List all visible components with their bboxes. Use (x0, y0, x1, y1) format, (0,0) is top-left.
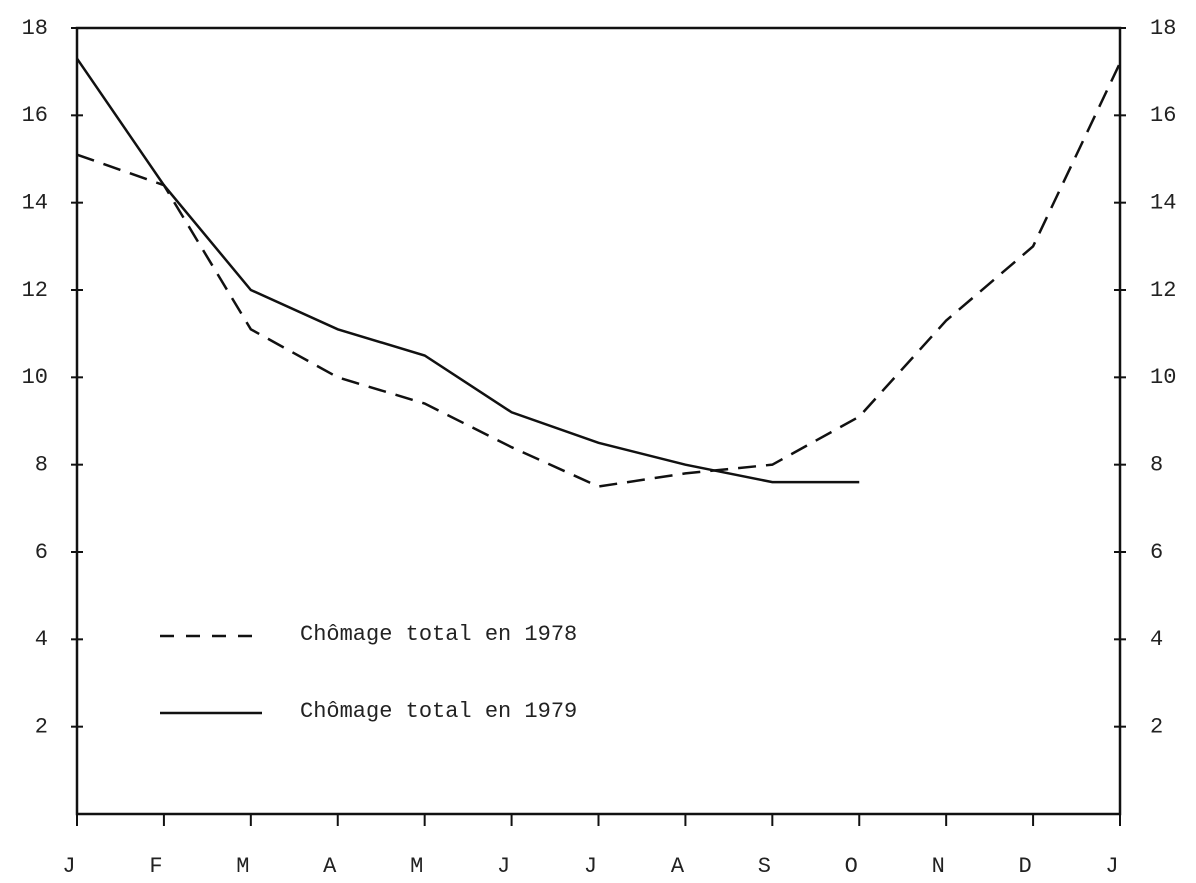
y-tick-label: 2 (35, 714, 48, 739)
x-tick-label: S (758, 854, 771, 879)
y-tick-label: 6 (35, 540, 48, 565)
y2-tick-label: 2 (1150, 714, 1163, 739)
x-tick-label: M (236, 854, 249, 879)
x-tick-label: D (1018, 854, 1031, 879)
y-tick-label: 14 (22, 190, 48, 215)
y-tick-label: 12 (22, 278, 48, 303)
y2-tick-label: 16 (1150, 103, 1176, 128)
y-tick-label: 4 (35, 627, 48, 652)
x-tick-label: J (497, 854, 510, 879)
y-tick-label: 8 (35, 452, 48, 477)
y2-tick-label: 18 (1150, 16, 1176, 41)
x-tick-label: N (932, 854, 945, 879)
y2-tick-label: 8 (1150, 452, 1163, 477)
series-line (75, 57, 860, 484)
series-line (76, 62, 1122, 488)
x-tick-label: O (845, 854, 858, 879)
x-tick-label: F (149, 854, 162, 879)
x-tick-label: M (410, 854, 423, 879)
x-tick-label: J (1105, 854, 1118, 879)
legend-label: Chômage total en 1978 (300, 622, 577, 647)
y2-tick-label: 10 (1150, 365, 1176, 390)
y2-tick-label: 12 (1150, 278, 1176, 303)
x-tick-label: J (62, 854, 75, 879)
y2-tick-label: 14 (1150, 190, 1176, 215)
y2-tick-label: 6 (1150, 540, 1163, 565)
y-tick-label: 16 (22, 103, 48, 128)
plot-frame (75, 26, 1122, 816)
x-tick-label: A (671, 854, 685, 879)
x-tick-label: J (584, 854, 597, 879)
y-tick-label: 10 (22, 365, 48, 390)
y2-tick-label: 4 (1150, 627, 1163, 652)
x-tick-label: A (323, 854, 337, 879)
y-tick-label: 18 (22, 16, 48, 41)
legend-label: Chômage total en 1979 (300, 699, 577, 724)
